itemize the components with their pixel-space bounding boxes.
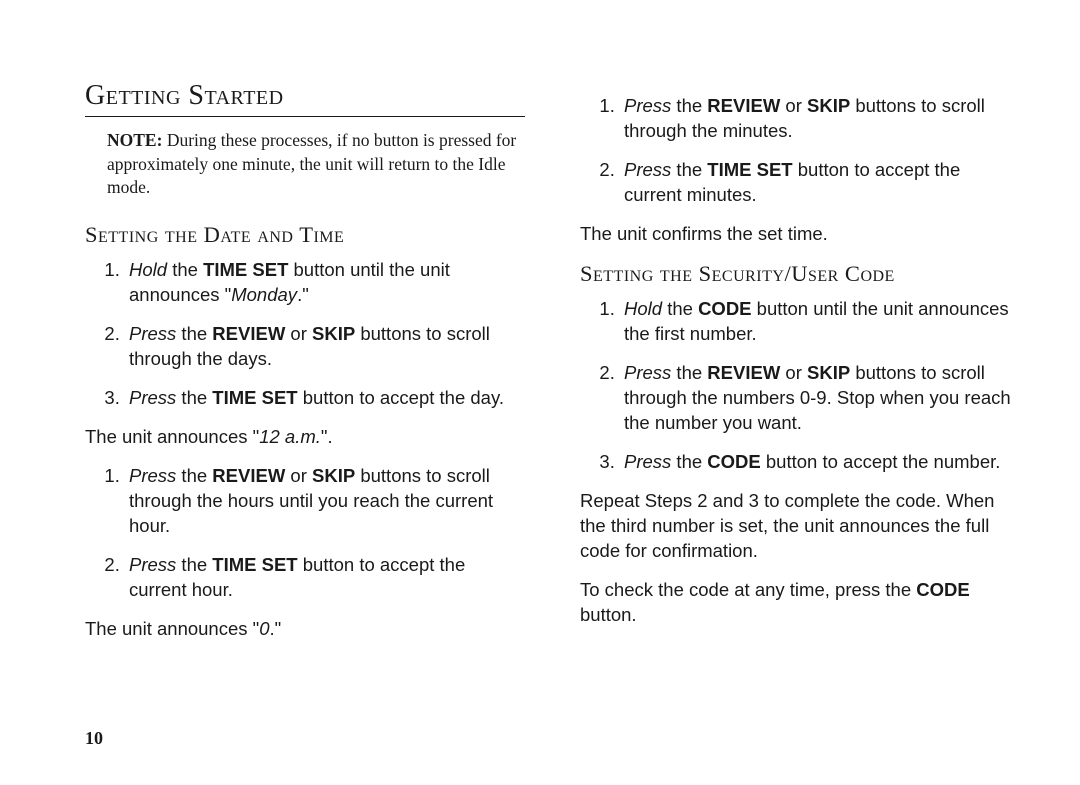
announce-text: ." (270, 618, 282, 639)
step-verb: Press (129, 554, 176, 575)
step-verb: Press (624, 451, 671, 472)
note-text: During these processes, if no button is … (107, 130, 516, 197)
steps-code: Hold the CODE button until the unit anno… (580, 297, 1020, 475)
check-text: To check the code at any time, press the (580, 579, 916, 600)
main-heading: Getting Started (85, 80, 525, 117)
button-label: TIME SET (212, 554, 297, 575)
right-column: Press the REVIEW or SKIP buttons to scro… (580, 80, 1020, 755)
step-text: the (671, 451, 707, 472)
step-text: the (671, 362, 707, 383)
subheading-date-time: Setting the Date and Time (85, 222, 525, 248)
step-verb: Hold (624, 298, 662, 319)
steps-date: Hold the TIME SET button until the unit … (85, 258, 525, 411)
button-label: SKIP (312, 465, 355, 486)
announcement: The unit announces "12 a.m.". (85, 425, 525, 450)
announce-value: Monday (231, 284, 297, 305)
step: Press the REVIEW or SKIP buttons to scro… (125, 464, 525, 539)
button-label: TIME SET (203, 259, 288, 280)
note-block: NOTE: During these processes, if no butt… (107, 129, 525, 200)
button-label: SKIP (807, 95, 850, 116)
step-verb: Press (624, 362, 671, 383)
step-text: button to accept the day. (298, 387, 504, 408)
announcement: The unit announces "0." (85, 617, 525, 642)
repeat-text: Repeat Steps 2 and 3 to complete the cod… (580, 489, 1020, 564)
button-label: TIME SET (707, 159, 792, 180)
step-text: the (167, 259, 203, 280)
step: Press the TIME SET button to accept the … (620, 158, 1020, 208)
step-text: button to accept the number. (761, 451, 1001, 472)
note-label: NOTE: (107, 130, 162, 150)
announce-text: The unit announces " (85, 426, 259, 447)
step: Press the REVIEW or SKIP buttons to scro… (620, 94, 1020, 144)
button-label: REVIEW (707, 95, 780, 116)
step-text: or (285, 323, 312, 344)
check-code-text: To check the code at any time, press the… (580, 578, 1020, 628)
button-label: SKIP (807, 362, 850, 383)
button-label: SKIP (312, 323, 355, 344)
button-label: CODE (707, 451, 760, 472)
step-text: the (671, 95, 707, 116)
step-verb: Press (129, 387, 176, 408)
button-label: REVIEW (212, 465, 285, 486)
step-text: or (780, 95, 807, 116)
button-label: TIME SET (212, 387, 297, 408)
step-verb: Press (624, 159, 671, 180)
button-label: CODE (916, 579, 969, 600)
step: Hold the TIME SET button until the unit … (125, 258, 525, 308)
step-text: the (671, 159, 707, 180)
confirmation-text: The unit confirms the set time. (580, 222, 1020, 247)
step-text: the (176, 465, 212, 486)
step-text: ." (297, 284, 309, 305)
check-text: button. (580, 604, 637, 625)
step: Press the REVIEW or SKIP buttons to scro… (125, 322, 525, 372)
manual-page: Getting Started NOTE: During these proce… (0, 0, 1080, 785)
step: Press the REVIEW or SKIP buttons to scro… (620, 361, 1020, 436)
button-label: REVIEW (212, 323, 285, 344)
subheading-security-code: Setting the Security/User Code (580, 261, 1020, 287)
step-text: or (780, 362, 807, 383)
step: Press the CODE button to accept the numb… (620, 450, 1020, 475)
step: Press the TIME SET button to accept the … (125, 553, 525, 603)
step: Hold the CODE button until the unit anno… (620, 297, 1020, 347)
step-verb: Press (129, 465, 176, 486)
step-text: or (285, 465, 312, 486)
page-number: 10 (85, 728, 103, 749)
steps-minutes: Press the REVIEW or SKIP buttons to scro… (580, 94, 1020, 208)
announce-text: The unit announces " (85, 618, 259, 639)
step-text: the (176, 387, 212, 408)
step-text: the (662, 298, 698, 319)
step: Press the TIME SET button to accept the … (125, 386, 525, 411)
announce-text: ". (321, 426, 333, 447)
left-column: Getting Started NOTE: During these proce… (85, 80, 525, 755)
step-verb: Hold (129, 259, 167, 280)
button-label: CODE (698, 298, 751, 319)
step-verb: Press (624, 95, 671, 116)
step-verb: Press (129, 323, 176, 344)
announce-value: 0 (259, 618, 269, 639)
button-label: REVIEW (707, 362, 780, 383)
steps-hours: Press the REVIEW or SKIP buttons to scro… (85, 464, 525, 603)
step-text: the (176, 554, 212, 575)
announce-value: 12 a.m. (259, 426, 321, 447)
step-text: the (176, 323, 212, 344)
